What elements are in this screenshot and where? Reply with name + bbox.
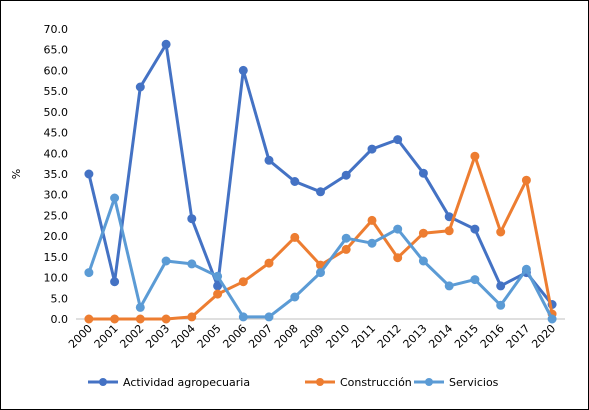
data-point bbox=[213, 271, 223, 281]
data-point bbox=[316, 187, 325, 197]
data-point bbox=[367, 215, 377, 225]
y-tick-label: 65.0 bbox=[44, 44, 69, 57]
data-point bbox=[367, 144, 377, 154]
data-point bbox=[110, 193, 120, 203]
x-tick-label: 2008 bbox=[272, 322, 301, 351]
data-point bbox=[238, 65, 248, 75]
x-tick-label: 2011 bbox=[349, 322, 378, 351]
data-point bbox=[444, 281, 454, 291]
data-point bbox=[444, 226, 454, 236]
series-lines bbox=[84, 39, 557, 324]
x-tick-label: 2016 bbox=[478, 322, 507, 351]
y-tick-label: 45.0 bbox=[44, 127, 69, 140]
data-point bbox=[521, 175, 531, 185]
x-tick-label: 2020 bbox=[529, 322, 558, 351]
data-point bbox=[393, 135, 403, 145]
data-point bbox=[84, 268, 94, 278]
data-point bbox=[496, 281, 506, 291]
y-tick-label: 55.0 bbox=[44, 85, 69, 98]
x-tick-label: 2013 bbox=[401, 322, 430, 351]
x-tick-label: 2003 bbox=[143, 322, 172, 351]
data-point bbox=[367, 238, 377, 248]
x-tick-label: 2017 bbox=[504, 322, 533, 351]
data-point bbox=[84, 169, 94, 179]
data-point bbox=[393, 224, 403, 234]
data-point bbox=[84, 314, 94, 324]
y-tick-label: 40.0 bbox=[44, 147, 69, 160]
x-tick-label: 2009 bbox=[298, 322, 327, 351]
series-group bbox=[84, 193, 557, 324]
y-axis-title: % bbox=[10, 169, 23, 179]
legend-label: Actividad agropecuaria bbox=[123, 376, 250, 389]
data-point bbox=[135, 314, 145, 324]
data-point bbox=[264, 312, 274, 322]
x-tick-label: 2012 bbox=[375, 322, 404, 351]
x-tick-label: 2005 bbox=[195, 322, 224, 351]
legend-marker bbox=[425, 378, 433, 386]
data-point bbox=[496, 300, 506, 310]
data-point bbox=[418, 228, 428, 238]
data-point bbox=[341, 170, 351, 180]
data-point bbox=[393, 253, 403, 263]
series-line bbox=[87, 196, 554, 321]
data-point bbox=[110, 314, 120, 324]
data-point bbox=[547, 314, 557, 324]
data-point bbox=[213, 289, 223, 299]
data-point bbox=[187, 312, 197, 322]
legend-marker bbox=[99, 378, 107, 386]
chart-legend: Actividad agropecuaria Construcción Servic… bbox=[88, 376, 499, 389]
y-tick-label: 20.0 bbox=[44, 230, 69, 243]
y-tick-label: 60.0 bbox=[44, 64, 69, 77]
x-tick-label: 2004 bbox=[169, 322, 198, 351]
series-group bbox=[84, 151, 557, 324]
data-point bbox=[110, 277, 120, 287]
data-point bbox=[418, 168, 428, 178]
data-point bbox=[470, 151, 480, 161]
x-tick-label: 2002 bbox=[117, 322, 146, 351]
y-tick-label: 35.0 bbox=[44, 168, 69, 181]
y-tick-label: 5.0 bbox=[51, 292, 69, 305]
data-point bbox=[161, 256, 171, 266]
y-tick-label: 50.0 bbox=[44, 106, 69, 119]
x-tick-label: 2015 bbox=[452, 322, 481, 351]
legend-marker bbox=[316, 378, 324, 386]
y-tick-label: 70.0 bbox=[44, 23, 69, 36]
data-point bbox=[290, 292, 300, 302]
data-point bbox=[290, 177, 300, 186]
data-point bbox=[161, 314, 171, 324]
legend-label: Servicios bbox=[449, 376, 499, 389]
data-point bbox=[341, 244, 351, 254]
data-point bbox=[521, 264, 531, 274]
data-point bbox=[135, 302, 145, 312]
legend-label: Construcción bbox=[340, 376, 412, 389]
x-tick-label: 2010 bbox=[323, 322, 352, 351]
series-line bbox=[87, 154, 554, 321]
y-tick-label: 0.0 bbox=[51, 313, 69, 326]
data-point bbox=[290, 232, 300, 242]
data-point bbox=[341, 233, 351, 243]
data-point bbox=[470, 275, 480, 285]
data-point bbox=[264, 258, 274, 268]
data-point bbox=[135, 82, 145, 92]
y-tick-label: 10.0 bbox=[44, 272, 69, 285]
x-tick-label: 2007 bbox=[246, 322, 275, 351]
data-point bbox=[264, 155, 274, 165]
x-tick-label: 2000 bbox=[66, 322, 95, 351]
y-tick-label: 25.0 bbox=[44, 209, 69, 222]
data-point bbox=[496, 227, 506, 237]
x-tick-label: 2001 bbox=[92, 322, 121, 351]
data-point bbox=[161, 39, 171, 49]
x-tick-label: 2006 bbox=[220, 322, 249, 351]
data-point bbox=[238, 277, 248, 287]
data-point bbox=[187, 259, 197, 269]
data-point bbox=[418, 256, 428, 266]
x-tick-label: 2014 bbox=[426, 322, 455, 351]
data-point bbox=[470, 224, 480, 234]
data-point bbox=[316, 268, 325, 278]
y-tick-label: 30.0 bbox=[44, 189, 69, 202]
y-tick-label: 15.0 bbox=[44, 251, 69, 264]
data-point bbox=[187, 214, 197, 224]
data-point bbox=[238, 312, 248, 322]
